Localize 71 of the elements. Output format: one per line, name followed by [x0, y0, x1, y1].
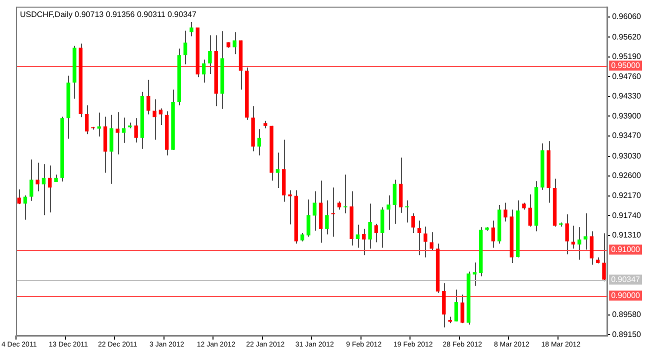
- candlestick: [202, 59, 206, 84]
- candlestick: [590, 230, 594, 266]
- candlestick: [158, 108, 163, 126]
- y-tick-label: 0.95190: [612, 52, 642, 62]
- candlestick: [48, 164, 52, 213]
- y-tick-label: 0.94330: [612, 92, 642, 101]
- candlestick: [460, 294, 464, 324]
- ref-line-label: 0.90347: [611, 274, 641, 284]
- candlestick: [398, 157, 403, 214]
- candlestick: [276, 152, 280, 188]
- candlestick: [17, 188, 21, 205]
- candlestick: [325, 200, 329, 235]
- candlestick: [392, 179, 397, 224]
- candlestick: [565, 214, 569, 255]
- candlestick: [424, 226, 428, 258]
- y-tick-label: 0.93470: [612, 131, 642, 140]
- ref-line-label: 0.91000: [611, 244, 641, 254]
- y-tick-label: 0.91310: [612, 230, 642, 240]
- candlestick: [491, 220, 496, 248]
- candlestick: [331, 187, 335, 238]
- candlestick: [411, 212, 415, 234]
- candlestick: [356, 224, 360, 248]
- candlestick: [405, 200, 409, 223]
- candlestick: [578, 226, 582, 260]
- candlestick: [116, 112, 120, 155]
- candlestick: [368, 203, 372, 250]
- candlestick: [30, 158, 34, 202]
- candlestick: [208, 34, 212, 74]
- candlestick: [374, 223, 378, 243]
- candlestick: [183, 30, 188, 65]
- candlestick: [232, 32, 236, 55]
- candlestick: [417, 220, 422, 256]
- candlestick: [134, 118, 138, 143]
- ref-line-label: 0.95000: [611, 60, 641, 70]
- candlestick: [190, 21, 194, 37]
- chart-title: USDCHF,Daily 0.90713 0.91356 0.90311 0.90347: [20, 10, 197, 20]
- candlestick: [584, 212, 588, 250]
- candlestick: [362, 228, 366, 256]
- candlestick: [504, 202, 508, 222]
- candlestick: [528, 194, 532, 228]
- y-tick-label: 0.92170: [612, 191, 642, 200]
- candlestick: [344, 174, 348, 214]
- candlestick: [42, 164, 46, 216]
- candlestick: [122, 117, 126, 144]
- candlestick: [312, 190, 316, 232]
- candlestick: [152, 98, 156, 140]
- candlestick: [257, 128, 262, 156]
- ref-line-label: 0.90000: [611, 290, 641, 300]
- candlestick: [84, 104, 89, 135]
- y-tick-label: 0.95620: [612, 32, 642, 42]
- y-tick-label: 0.93030: [612, 151, 642, 160]
- y-tick-label: 0.96060: [612, 12, 642, 22]
- candlestick: [430, 232, 434, 252]
- y-tick-label: 0.89580: [612, 310, 642, 320]
- candlestick: [602, 232, 606, 282]
- candlestick: [442, 282, 446, 328]
- candlestick: [380, 206, 384, 248]
- candlestick: [386, 194, 390, 230]
- y-tick-label: 0.92600: [612, 171, 642, 180]
- candlestick: [146, 79, 150, 115]
- candlestick: [288, 190, 292, 225]
- y-tick-label: 0.94760: [612, 72, 642, 81]
- candlestick: [36, 162, 40, 192]
- candlestick: [306, 198, 310, 238]
- candlestick: [23, 194, 28, 220]
- y-tick-label: 0.91740: [612, 210, 642, 220]
- candlestick: [472, 262, 477, 286]
- y-tick-label: 0.93900: [612, 111, 642, 120]
- candlestick: [454, 289, 458, 322]
- candlestick: [110, 114, 114, 184]
- y-tick-label: 0.89150: [612, 330, 642, 339]
